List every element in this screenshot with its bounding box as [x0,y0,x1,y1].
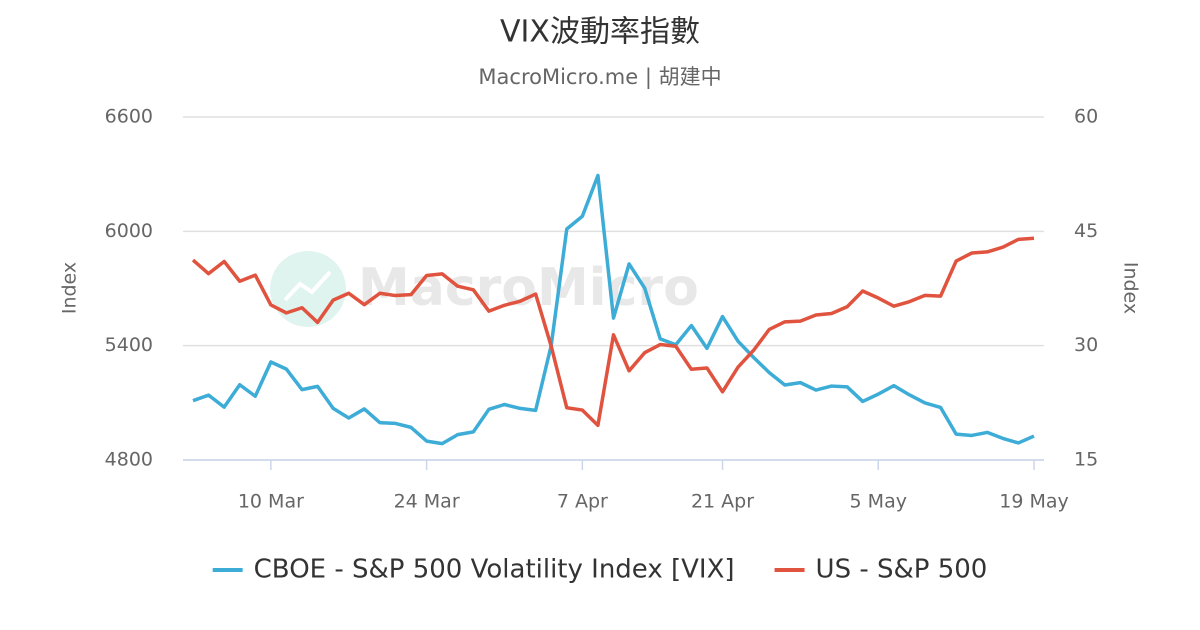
x-tick-label: 19 May [999,491,1069,513]
y-tick-label: 5400 [105,334,153,356]
x-tick-label: 10 Mar [238,491,304,513]
y-tick-label: 4800 [105,449,153,471]
y2-tick-label: 15 [1074,449,1098,471]
series-line [191,236,1035,428]
chart-subtitle: MacroMicro.me | 胡建中 [478,65,721,90]
x-tick-label: 7 Apr [557,491,608,513]
legend-label: US - S&P 500 [816,555,988,585]
series-line [192,173,1035,446]
y2-axis-title: Index [1120,262,1142,314]
watermark-logo-line [283,270,332,302]
y-tick-label: 6600 [105,106,153,128]
y-tick-label: 6000 [105,220,153,242]
x-tick-label: 21 Apr [691,491,754,513]
legend-label: CBOE - S&P 500 Volatility Index [VIX] [254,555,735,585]
y2-tick-label: 45 [1074,220,1098,242]
watermark: MacroMicro [358,258,699,318]
y2-tick-label: 60 [1074,106,1098,128]
chart-title: VIX波動率指數 [500,15,700,50]
x-tick-label: 24 Mar [394,491,460,513]
y2-tick-label: 30 [1074,334,1098,356]
y-axis-title: Index [59,262,81,314]
x-tick-label: 5 May [850,491,907,513]
